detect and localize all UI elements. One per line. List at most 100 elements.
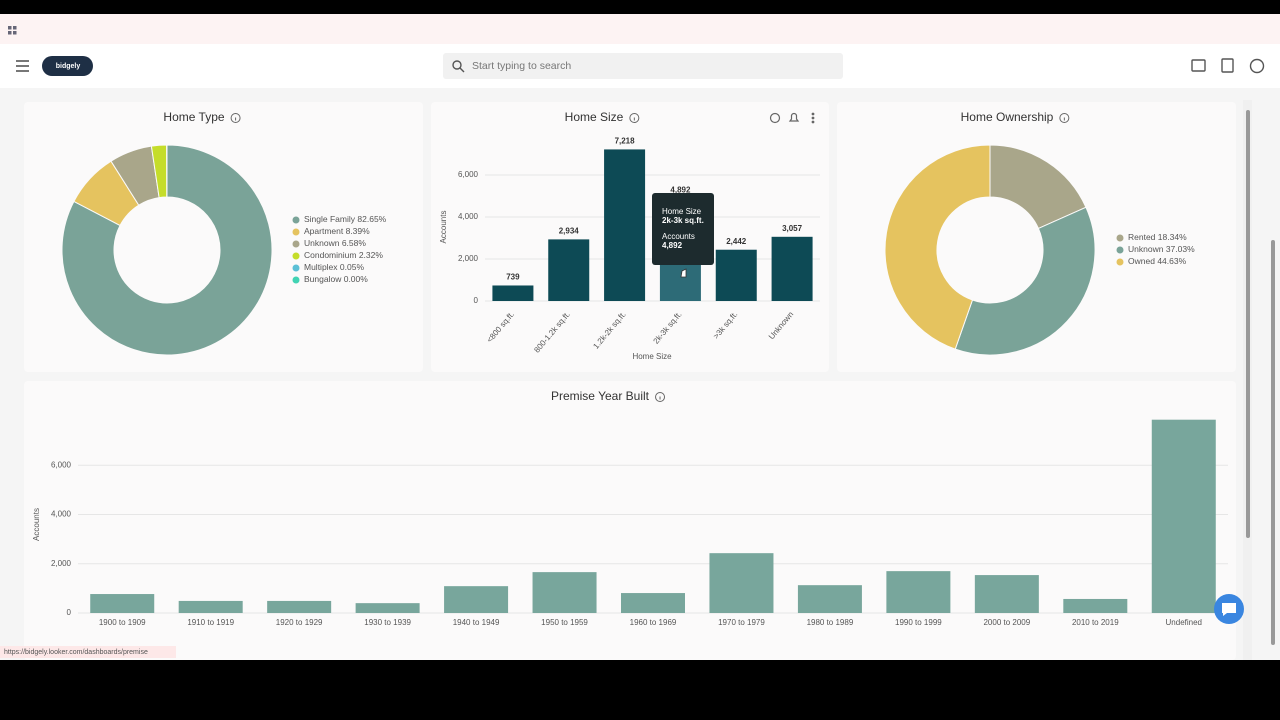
x-tick-label: 1960 to 1969 (630, 618, 677, 627)
legend-value: 0.00% (344, 274, 369, 284)
bar (797, 585, 862, 613)
legend-swatch (1116, 258, 1124, 266)
pie-slice (954, 206, 1096, 356)
pie-slice (884, 144, 991, 350)
y-axis-title: Accounts (439, 211, 448, 244)
info-icon (230, 113, 241, 123)
x-tick-label: 1910 to 1919 (187, 618, 234, 627)
search-icon (452, 60, 462, 70)
tooltip-title: Home Size (662, 207, 702, 216)
tooltip (652, 193, 714, 265)
chart-title: Home Type (163, 110, 224, 124)
legend-swatch (292, 264, 300, 272)
legend-value: 18.34% (1158, 232, 1187, 242)
legend-value: 6.58% (342, 238, 367, 248)
bar (267, 600, 332, 613)
pie-slice (61, 144, 273, 356)
store-icon[interactable] (1191, 59, 1206, 72)
menu-button[interactable] (16, 60, 29, 72)
legend-label: Condominium (304, 250, 356, 260)
help-icon[interactable] (1221, 58, 1234, 73)
bar (604, 149, 646, 301)
legend-entry: Unknown 37.03% (1128, 244, 1195, 254)
bar (886, 571, 951, 613)
legend-swatch (292, 252, 300, 260)
legend-swatch (1116, 234, 1124, 242)
value-label: 3,057 (782, 224, 803, 233)
bar (532, 572, 597, 613)
bar (355, 603, 420, 613)
bar (709, 553, 774, 613)
legend-swatch (292, 228, 300, 236)
cursor (680, 268, 687, 278)
y-tick-label: 6,000 (51, 460, 72, 469)
search-icon (459, 67, 465, 73)
bar (621, 593, 685, 613)
apps-icon[interactable] (8, 26, 17, 35)
chart-title: Home Size (565, 110, 624, 124)
legend-entry: Condominium 2.32% (304, 250, 383, 260)
bar (492, 285, 534, 301)
status-url: https://bidgely.looker.com/dashboards/pr… (4, 649, 148, 656)
info-icon (655, 392, 666, 402)
legend-label: Unknown (304, 238, 340, 248)
legend-value: 0.05% (340, 262, 365, 272)
value-label: 2,442 (726, 237, 747, 246)
charts: Home Type Single Family 82.65% Apartment 8… (32, 110, 1228, 627)
value-label: 739 (506, 273, 520, 282)
logo-text: bidgely (56, 63, 81, 70)
bar (90, 594, 155, 613)
legend-swatch (292, 240, 300, 248)
legend-entry: Rented 18.34% (1128, 232, 1187, 242)
x-axis-title: Home Size (632, 352, 672, 361)
legend-swatch (1116, 246, 1124, 254)
legend-label: Bungalow (304, 274, 342, 284)
legend-value: 37.03% (1166, 244, 1195, 254)
bar (444, 586, 509, 613)
y-tick-label: 2,000 (51, 559, 72, 568)
bar (771, 236, 813, 301)
tile-actions[interactable] (769, 112, 815, 124)
browser-bar (0, 14, 1280, 44)
legend-value: 44.63% (1157, 256, 1186, 266)
x-tick-label: 1900 to 1909 (99, 618, 146, 627)
chart-title: Premise Year Built (551, 389, 650, 403)
scrollbar-thumb[interactable] (1246, 110, 1250, 538)
y-tick-label: 0 (474, 296, 479, 305)
value-label: 7,218 (615, 137, 636, 146)
x-tick-label: 1990 to 1999 (895, 618, 942, 627)
value-label: 4,892 (670, 185, 691, 194)
search-box[interactable] (443, 53, 843, 79)
tooltip-value: 4,892 (662, 241, 683, 250)
x-tick-label: 1980 to 1989 (807, 618, 854, 627)
x-tick-label: 2000 to 2009 (983, 618, 1030, 627)
legend-entry: Single Family 82.65% (304, 214, 387, 224)
y-tick-label: 4,000 (458, 212, 479, 221)
legend-label: Rented (1128, 232, 1156, 242)
bar (974, 575, 1039, 613)
legend-entry: Bungalow 0.00% (304, 274, 368, 284)
logo[interactable] (42, 56, 93, 76)
x-tick-label: 1950 to 1959 (541, 618, 588, 627)
legend-value: 2.32% (359, 250, 384, 260)
legend-label: Apartment (304, 226, 344, 236)
search-placeholder: Start typing to search (472, 60, 571, 72)
bar (1063, 598, 1128, 613)
bar (1151, 419, 1216, 613)
legend-entry: Unknown 6.58% (304, 238, 366, 248)
chart-title: Home Ownership (961, 110, 1054, 124)
x-tick-label: 2010 to 2019 (1072, 618, 1119, 627)
account-icon[interactable] (1249, 58, 1265, 74)
status-bar (0, 646, 176, 658)
legend-entry: Owned 44.63% (1128, 256, 1187, 266)
y-tick-label: 2,000 (458, 254, 479, 263)
legend-label: Single Family (304, 214, 356, 224)
x-tick-label: 1970 to 1979 (718, 618, 765, 627)
legend-label: Owned (1128, 256, 1155, 266)
scrollbar-thumb[interactable] (1271, 240, 1275, 645)
legend-entry: Multiplex 0.05% (304, 262, 364, 272)
x-tick-label: 1930 to 1939 (364, 618, 411, 627)
bar (178, 600, 243, 613)
y-tick-label: 6,000 (458, 170, 479, 179)
